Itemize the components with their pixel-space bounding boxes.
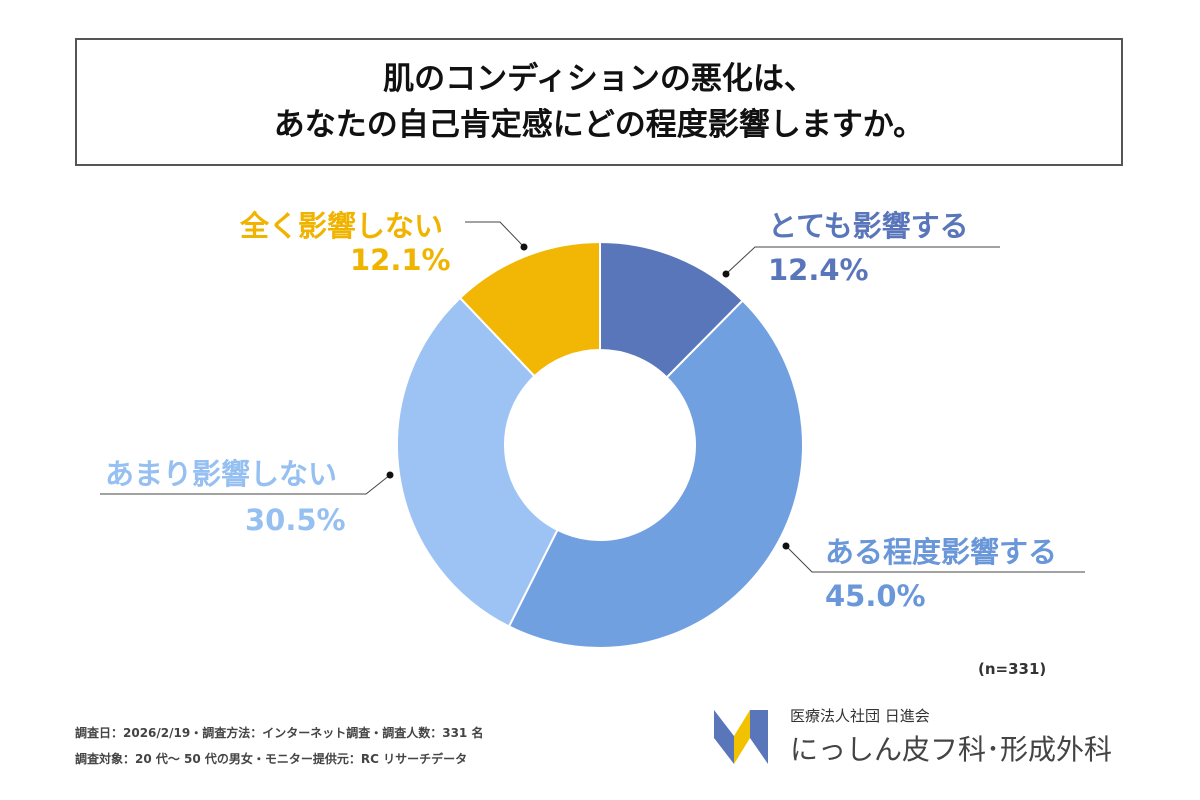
value-label-2: 30.5% xyxy=(245,503,346,537)
leader-dot-1 xyxy=(782,542,790,550)
logo-org: 医療法人社団 日進会 xyxy=(790,707,930,725)
sample-size: (n=331) xyxy=(978,660,1047,678)
donut-slice-1 xyxy=(507,299,804,649)
value-label-1: 45.0% xyxy=(825,579,926,613)
footer-line-1: 調査日：2026/2/19・調査方法：インターネット調査・調査人数：331 名 xyxy=(75,726,484,740)
logo-name: にっしん皮フ科･形成外科 xyxy=(790,733,1113,766)
category-label-1: ある程度影響する xyxy=(825,535,1058,569)
leader-line-2 xyxy=(100,474,391,495)
leader-dot-0 xyxy=(722,270,730,278)
donut-slice-3 xyxy=(458,240,601,378)
title-line-2: あなたの自己肯定感にどの程度影響しますか。 xyxy=(273,107,925,143)
leader-dot-2 xyxy=(386,471,394,479)
leader-line-0 xyxy=(725,246,1000,275)
category-label-2: あまり影響しない xyxy=(105,457,338,491)
category-label-0: とても影響する xyxy=(768,209,969,243)
footer-line-2: 調査対象：20 代～ 50 代の男女・モニター提供元：RC リサーチデータ xyxy=(75,752,468,766)
value-label-3: 12.1% xyxy=(350,243,451,277)
donut-slice-2 xyxy=(396,296,559,628)
leader-line-1 xyxy=(785,545,1085,573)
leader-line-3 xyxy=(465,221,525,248)
leader-dot-3 xyxy=(520,243,528,251)
title-box: 肌のコンディションの悪化は、 あなたの自己肯定感にどの程度影響しますか。 xyxy=(75,38,1123,166)
value-label-0: 12.4% xyxy=(768,253,869,287)
clinic-logo-icon xyxy=(714,710,768,764)
category-label-3: 全く影響しない xyxy=(240,209,444,243)
title-line-1: 肌のコンディションの悪化は、 xyxy=(383,61,815,97)
